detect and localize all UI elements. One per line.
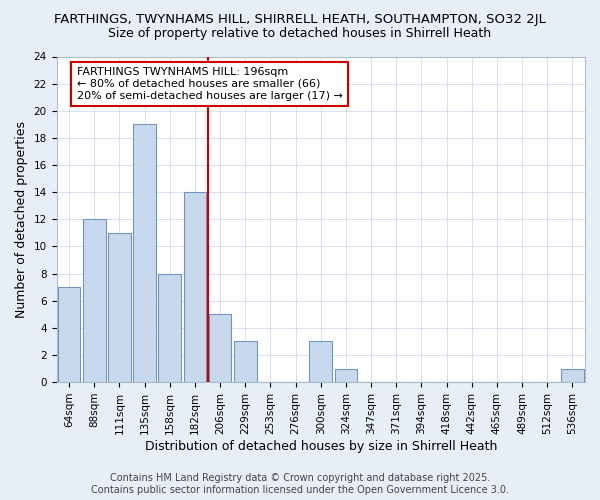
Bar xyxy=(335,368,357,382)
Bar xyxy=(209,314,232,382)
Text: Size of property relative to detached houses in Shirrell Heath: Size of property relative to detached ho… xyxy=(109,28,491,40)
X-axis label: Distribution of detached houses by size in Shirrell Heath: Distribution of detached houses by size … xyxy=(145,440,497,452)
Bar xyxy=(83,220,106,382)
Text: FARTHINGS, TWYNHAMS HILL, SHIRRELL HEATH, SOUTHAMPTON, SO32 2JL: FARTHINGS, TWYNHAMS HILL, SHIRRELL HEATH… xyxy=(54,12,546,26)
Bar xyxy=(310,342,332,382)
Bar xyxy=(234,342,257,382)
Text: Contains HM Land Registry data © Crown copyright and database right 2025.
Contai: Contains HM Land Registry data © Crown c… xyxy=(91,474,509,495)
Y-axis label: Number of detached properties: Number of detached properties xyxy=(15,121,28,318)
Text: FARTHINGS TWYNHAMS HILL: 196sqm
← 80% of detached houses are smaller (66)
20% of: FARTHINGS TWYNHAMS HILL: 196sqm ← 80% of… xyxy=(77,68,343,100)
Bar xyxy=(184,192,206,382)
Bar xyxy=(158,274,181,382)
Bar xyxy=(108,233,131,382)
Bar xyxy=(58,287,80,382)
Bar xyxy=(133,124,156,382)
Bar xyxy=(561,368,584,382)
